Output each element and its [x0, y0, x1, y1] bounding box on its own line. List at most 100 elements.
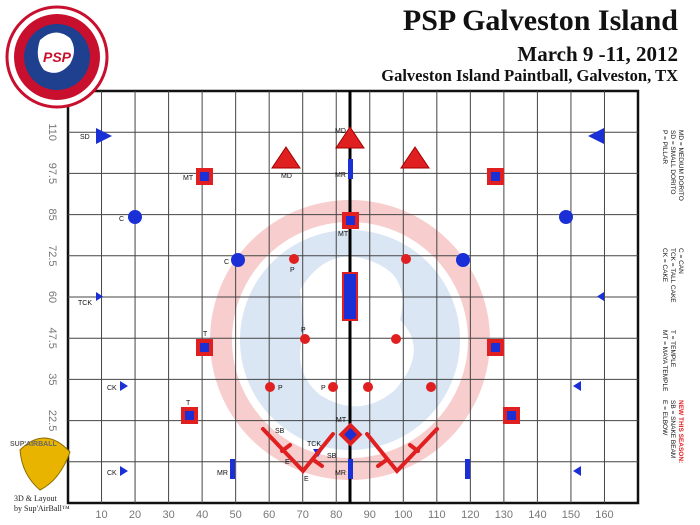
x-tick-label: 60 — [263, 509, 275, 521]
label-mt-low: MT — [336, 417, 347, 424]
snake-beam-bunker — [261, 427, 439, 475]
legend-new-heading: NEW THIS SEASON: — [677, 400, 684, 464]
label-t-low: T — [186, 400, 191, 407]
legend-group-2: C = CAN TCK = TALL CAKE CK = CAKE — [660, 248, 684, 303]
tall-cake-bunker-left — [96, 292, 103, 301]
can-bunker-right-outer — [559, 210, 573, 224]
x-tick-label: 70 — [297, 509, 309, 521]
label-mt-top: MT — [338, 231, 349, 238]
x-tick-label: 90 — [364, 509, 376, 521]
center-tall-bar-bunker — [342, 272, 358, 321]
pillar-bunker-mid-right — [391, 334, 401, 344]
pillar-bunker-low-4 — [426, 382, 436, 392]
label-c-inner: C — [224, 259, 229, 266]
label-c-outer: C — [119, 216, 124, 223]
can-bunker-right-inner — [456, 253, 470, 267]
label-p-upper: P — [290, 267, 295, 274]
cake-bunker-right — [573, 381, 581, 391]
x-tick-label: 30 — [162, 509, 174, 521]
cake-bunker-left — [120, 381, 128, 391]
y-tick-label: 22.5 — [46, 410, 58, 431]
x-tick-label: 10 — [95, 509, 107, 521]
temple-bunker-right-low — [503, 407, 520, 424]
x-tick-label: 40 — [196, 509, 208, 521]
maya-temple-bunker-right-top — [487, 168, 504, 185]
x-tick-label: 110 — [428, 509, 446, 521]
supairball-logo-icon: SUP'AIRBALL — [10, 437, 71, 491]
label-e1: E — [285, 459, 290, 466]
x-tick-label: 150 — [562, 509, 580, 521]
cake-bunker-right-low — [573, 466, 581, 476]
mini-rectangle-bunker-right-low — [465, 459, 470, 479]
pillar-bunker-upper-left — [289, 254, 299, 264]
label-ck: CK — [107, 385, 117, 392]
legend-group-3: T = TEMPLE MT = MAYA TEMPLE — [660, 330, 676, 391]
legend-sb: SB = SNAKE BEAM — [669, 400, 676, 459]
y-tick-label: 47.5 — [46, 327, 58, 348]
label-mt-left: MT — [183, 175, 194, 182]
pillar-bunker-low-3 — [363, 382, 373, 392]
y-tick-label: 35 — [46, 373, 58, 385]
label-tck: TCK — [78, 300, 92, 307]
x-tick-label: 140 — [528, 509, 546, 521]
can-bunker-left-outer — [128, 210, 142, 224]
cake-bunker-left-low — [120, 466, 128, 476]
medium-dorito-bunker-left — [271, 146, 301, 169]
temple-bunker-right-mid — [487, 339, 504, 356]
psp-logo-icon: PSP — [5, 5, 109, 109]
legend-group-1: MD = MEDIUM DORITO SD = SMALL DORITO P =… — [660, 130, 684, 201]
label-t-mid: T — [203, 331, 208, 338]
legend-tck: TCK = TALL CAKE — [669, 248, 676, 303]
label-ck-low: CK — [107, 470, 117, 477]
tall-cake-bunker-right — [597, 292, 604, 301]
label-sb1: SB — [275, 428, 285, 435]
legend-sd: SD = SMALL DORITO — [669, 130, 676, 195]
maya-temple-bunker-center — [342, 212, 359, 229]
x-tick-label: 120 — [461, 509, 479, 521]
label-md-left: MD — [281, 173, 292, 180]
field-watermark — [210, 200, 490, 480]
credit-line-2: by Sup'AirBall™ — [14, 504, 70, 513]
small-dorito-bunker-left — [96, 128, 112, 144]
event-venue: Galveston Island Paintball, Galveston, T… — [381, 66, 678, 85]
mini-rectangle-bunker-left-low — [230, 459, 235, 479]
pillar-bunker-low-2 — [328, 382, 338, 392]
label-sb2: SB — [327, 453, 337, 460]
credit-line-1: 3D & Layout — [14, 494, 57, 503]
x-axis-ticks: 10 20 30 40 50 60 70 80 90 100 110 120 130 140 150 160 — [95, 509, 613, 521]
mini-rectangle-bunker-center-top — [348, 159, 353, 179]
x-tick-label: 50 — [230, 509, 242, 521]
label-tck-low: TCK — [307, 441, 321, 448]
mini-rectangle-bunker-center-low — [348, 459, 353, 479]
pillar-bunker-mid-left — [300, 334, 310, 344]
legend-c: C = CAN — [677, 248, 684, 274]
label-p-low1: P — [278, 385, 283, 392]
pillar-bunker-upper-right — [401, 254, 411, 264]
legend-e: E = ELBOW — [661, 400, 668, 436]
legend-t: T = TEMPLE — [669, 330, 676, 368]
temple-bunker-left-mid — [196, 339, 213, 356]
y-tick-label: 97.5 — [46, 163, 58, 184]
x-tick-label: 100 — [394, 509, 412, 521]
event-date: March 9 -11, 2012 — [517, 42, 678, 66]
maya-temple-bunker-center-low — [338, 422, 363, 447]
legend-group-4: NEW THIS SEASON: SB = SNAKE BEAM E = ELB… — [660, 400, 684, 463]
small-dorito-bunker-right — [588, 128, 604, 144]
x-tick-label: 160 — [595, 509, 613, 521]
x-tick-label: 130 — [495, 509, 513, 521]
legend-p: P = PILLAR — [661, 130, 668, 165]
temple-bunker-left-low — [181, 407, 198, 424]
label-mr-top: MR — [335, 172, 346, 179]
medium-dorito-bunker-top — [335, 126, 365, 149]
y-tick-label: 85 — [46, 208, 58, 220]
layout-credit: 3D & Layout by Sup'AirBall™ — [14, 494, 70, 514]
logo-text: PSP — [43, 49, 72, 65]
legend-mt: MT = MAYA TEMPLE — [661, 330, 668, 392]
y-tick-label: 72.5 — [46, 245, 58, 266]
legend-ck: CK = CAKE — [661, 248, 668, 283]
x-tick-label: 80 — [330, 509, 342, 521]
can-bunker-left-inner — [231, 253, 245, 267]
label-p-mid: P — [301, 327, 306, 334]
